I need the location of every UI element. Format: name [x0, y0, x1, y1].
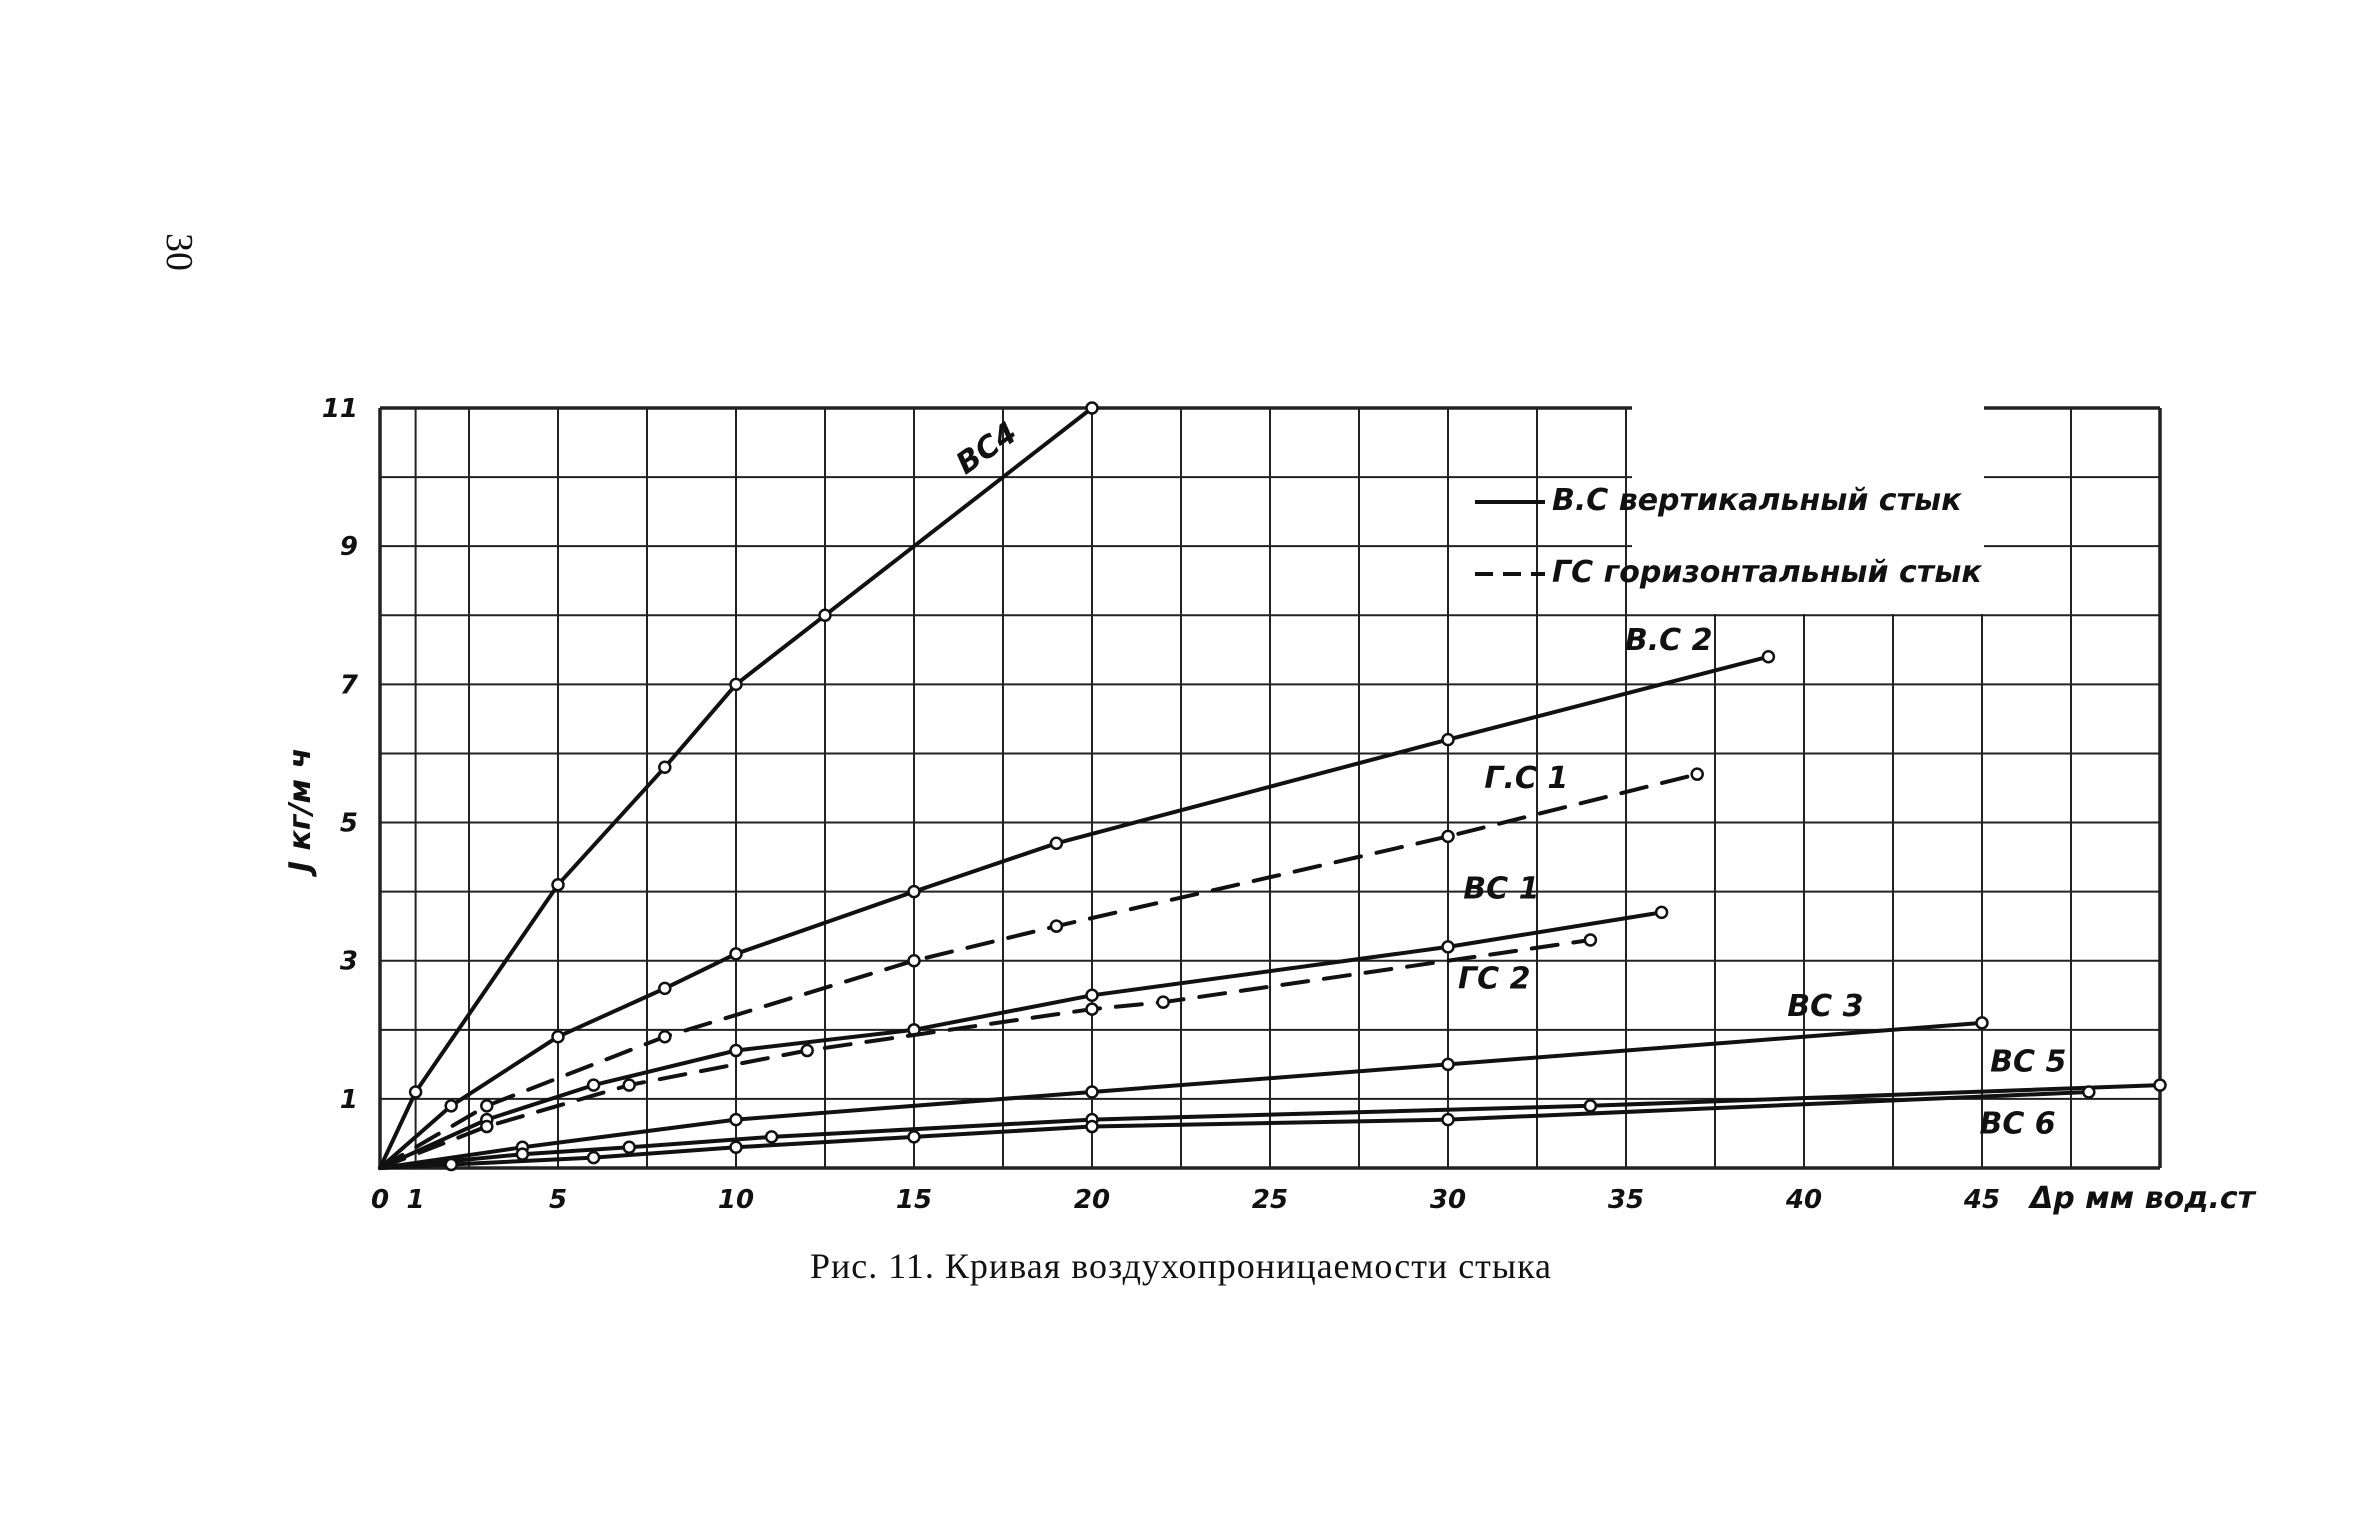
series-8-point [1085, 1119, 1099, 1134]
legend-entry: В.С вертикальный стык [1552, 483, 1962, 518]
y-tick-label: 3 [340, 947, 358, 977]
x-tick-label: 35 [1608, 1185, 1644, 1215]
series-6-point [729, 1112, 743, 1127]
series-3-point [480, 1099, 494, 1113]
series-5-point [800, 1043, 814, 1058]
x-tick-label: 25 [1252, 1185, 1288, 1215]
legend-box [1632, 406, 1984, 614]
grid [378, 406, 2162, 1170]
x-tick-label: 15 [896, 1185, 932, 1215]
series-3-label: Г.С 1 [1484, 761, 1568, 796]
series-5-label: ГС 2 [1458, 961, 1530, 996]
series-1-point [818, 608, 832, 623]
series-7-point [1583, 1099, 1598, 1113]
y-tick-label: 9 [340, 532, 358, 562]
series-7-point [2153, 1078, 2167, 1092]
series-4-point [1085, 988, 1099, 1003]
series-4-line [378, 910, 1664, 1170]
series-6-point [1975, 1016, 1989, 1030]
series-3-point [658, 1029, 672, 1044]
series-2-point [658, 981, 672, 996]
series-2-point [729, 947, 743, 961]
series-5-point [1085, 1002, 1099, 1016]
series-8-point [1441, 1112, 1455, 1127]
series-2-point [551, 1029, 565, 1044]
series-5-point [480, 1119, 494, 1134]
legend-entry: ГС горизонтальный стык [1552, 555, 1982, 590]
series-8-label: ВС 6 [1979, 1106, 2055, 1141]
series-8-point [2082, 1085, 2096, 1099]
x-tick-label: 5 [549, 1185, 567, 1215]
series-8-point [729, 1140, 743, 1155]
series-6-label: ВС 3 [1787, 989, 1863, 1024]
series-3-point [1049, 919, 1064, 933]
series-4-point [586, 1078, 601, 1092]
series-8-point [907, 1130, 921, 1144]
x-tick-label: 0 [371, 1185, 389, 1215]
x-tick-label: 1 [407, 1185, 425, 1215]
x-tick-label: 40 [1785, 1185, 1822, 1215]
series-2-point [1441, 732, 1455, 747]
series-2-point [1049, 836, 1064, 851]
series-1-point [729, 677, 743, 692]
series-7-point [515, 1147, 530, 1161]
series-7-label: ВС 5 [1990, 1044, 2066, 1079]
series-7-point [764, 1130, 779, 1144]
x-axis-label: Δр мм вод.ст [2028, 1181, 2257, 1216]
series-3-point [1690, 767, 1704, 781]
series-8-line [378, 1090, 2091, 1170]
series-8-point [586, 1150, 601, 1165]
legend: В.С вертикальный стык ГС горизонтальный с… [1475, 483, 1982, 590]
y-axis-label: J кг/м ч [283, 748, 318, 877]
series-4-label: ВС 1 [1463, 872, 1539, 907]
series-2-label: В.С 2 [1625, 623, 1713, 658]
series-4-point [729, 1043, 743, 1058]
series-2-point [444, 1099, 458, 1113]
series-1-point [408, 1085, 423, 1099]
series-6-line [378, 1020, 1984, 1170]
x-tick-label: 30 [1430, 1185, 1466, 1215]
x-tick-label: 10 [718, 1185, 754, 1215]
series-8-point [444, 1157, 458, 1172]
series-1-point [658, 760, 672, 775]
series-2-point [1761, 649, 1776, 664]
series-4-point [1441, 940, 1455, 954]
y-tick-label: 7 [340, 670, 359, 700]
series-5-point [622, 1078, 636, 1092]
figure-caption: Рис. 11. Кривая воздухопроницаемости сты… [809, 1246, 1553, 1286]
y-tick-label: 11 [322, 394, 358, 424]
series-3-point [907, 953, 921, 968]
series-4-point [1654, 905, 1669, 920]
series-5-point [1156, 995, 1170, 1009]
y-tick-label: 5 [340, 809, 358, 839]
series-6-point [1441, 1057, 1455, 1072]
x-tick-label: 20 [1074, 1185, 1110, 1215]
x-tick-label: 45 [1963, 1185, 2000, 1215]
series-7-point [622, 1140, 636, 1155]
series-3-point [1441, 829, 1455, 844]
series-2-point [907, 884, 921, 899]
series-1-point [1085, 401, 1099, 415]
y-tick-label: 1 [340, 1085, 358, 1115]
series-5-point [1583, 933, 1598, 947]
series-2-line [378, 654, 1771, 1170]
series-1-point [551, 877, 565, 892]
series-6-point [1085, 1085, 1099, 1099]
